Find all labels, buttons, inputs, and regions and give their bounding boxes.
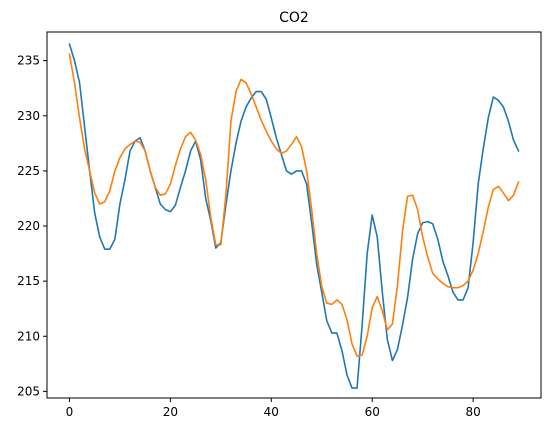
y-tick-label: 235 [17, 54, 40, 68]
x-tick-label: 80 [465, 405, 480, 419]
y-tick-label: 220 [17, 219, 40, 233]
x-tick-label: 20 [163, 405, 178, 419]
y-tick-label: 215 [17, 274, 40, 288]
chart-title: CO2 [279, 10, 309, 26]
axes-frame [46, 31, 542, 399]
x-tick-label: 0 [66, 405, 74, 419]
y-tick-label: 230 [17, 109, 40, 123]
plot-area: 0 20 40 60 80 205 210 215 220 225 230 235 [17, 43, 520, 419]
series-line-2 [68, 53, 520, 357]
x-tick-label: 40 [264, 405, 279, 419]
y-tick-label: 205 [17, 384, 40, 398]
y-tick-label: 210 [17, 329, 40, 343]
x-tick-label: 60 [365, 405, 380, 419]
y-tick-label: 225 [17, 164, 40, 178]
